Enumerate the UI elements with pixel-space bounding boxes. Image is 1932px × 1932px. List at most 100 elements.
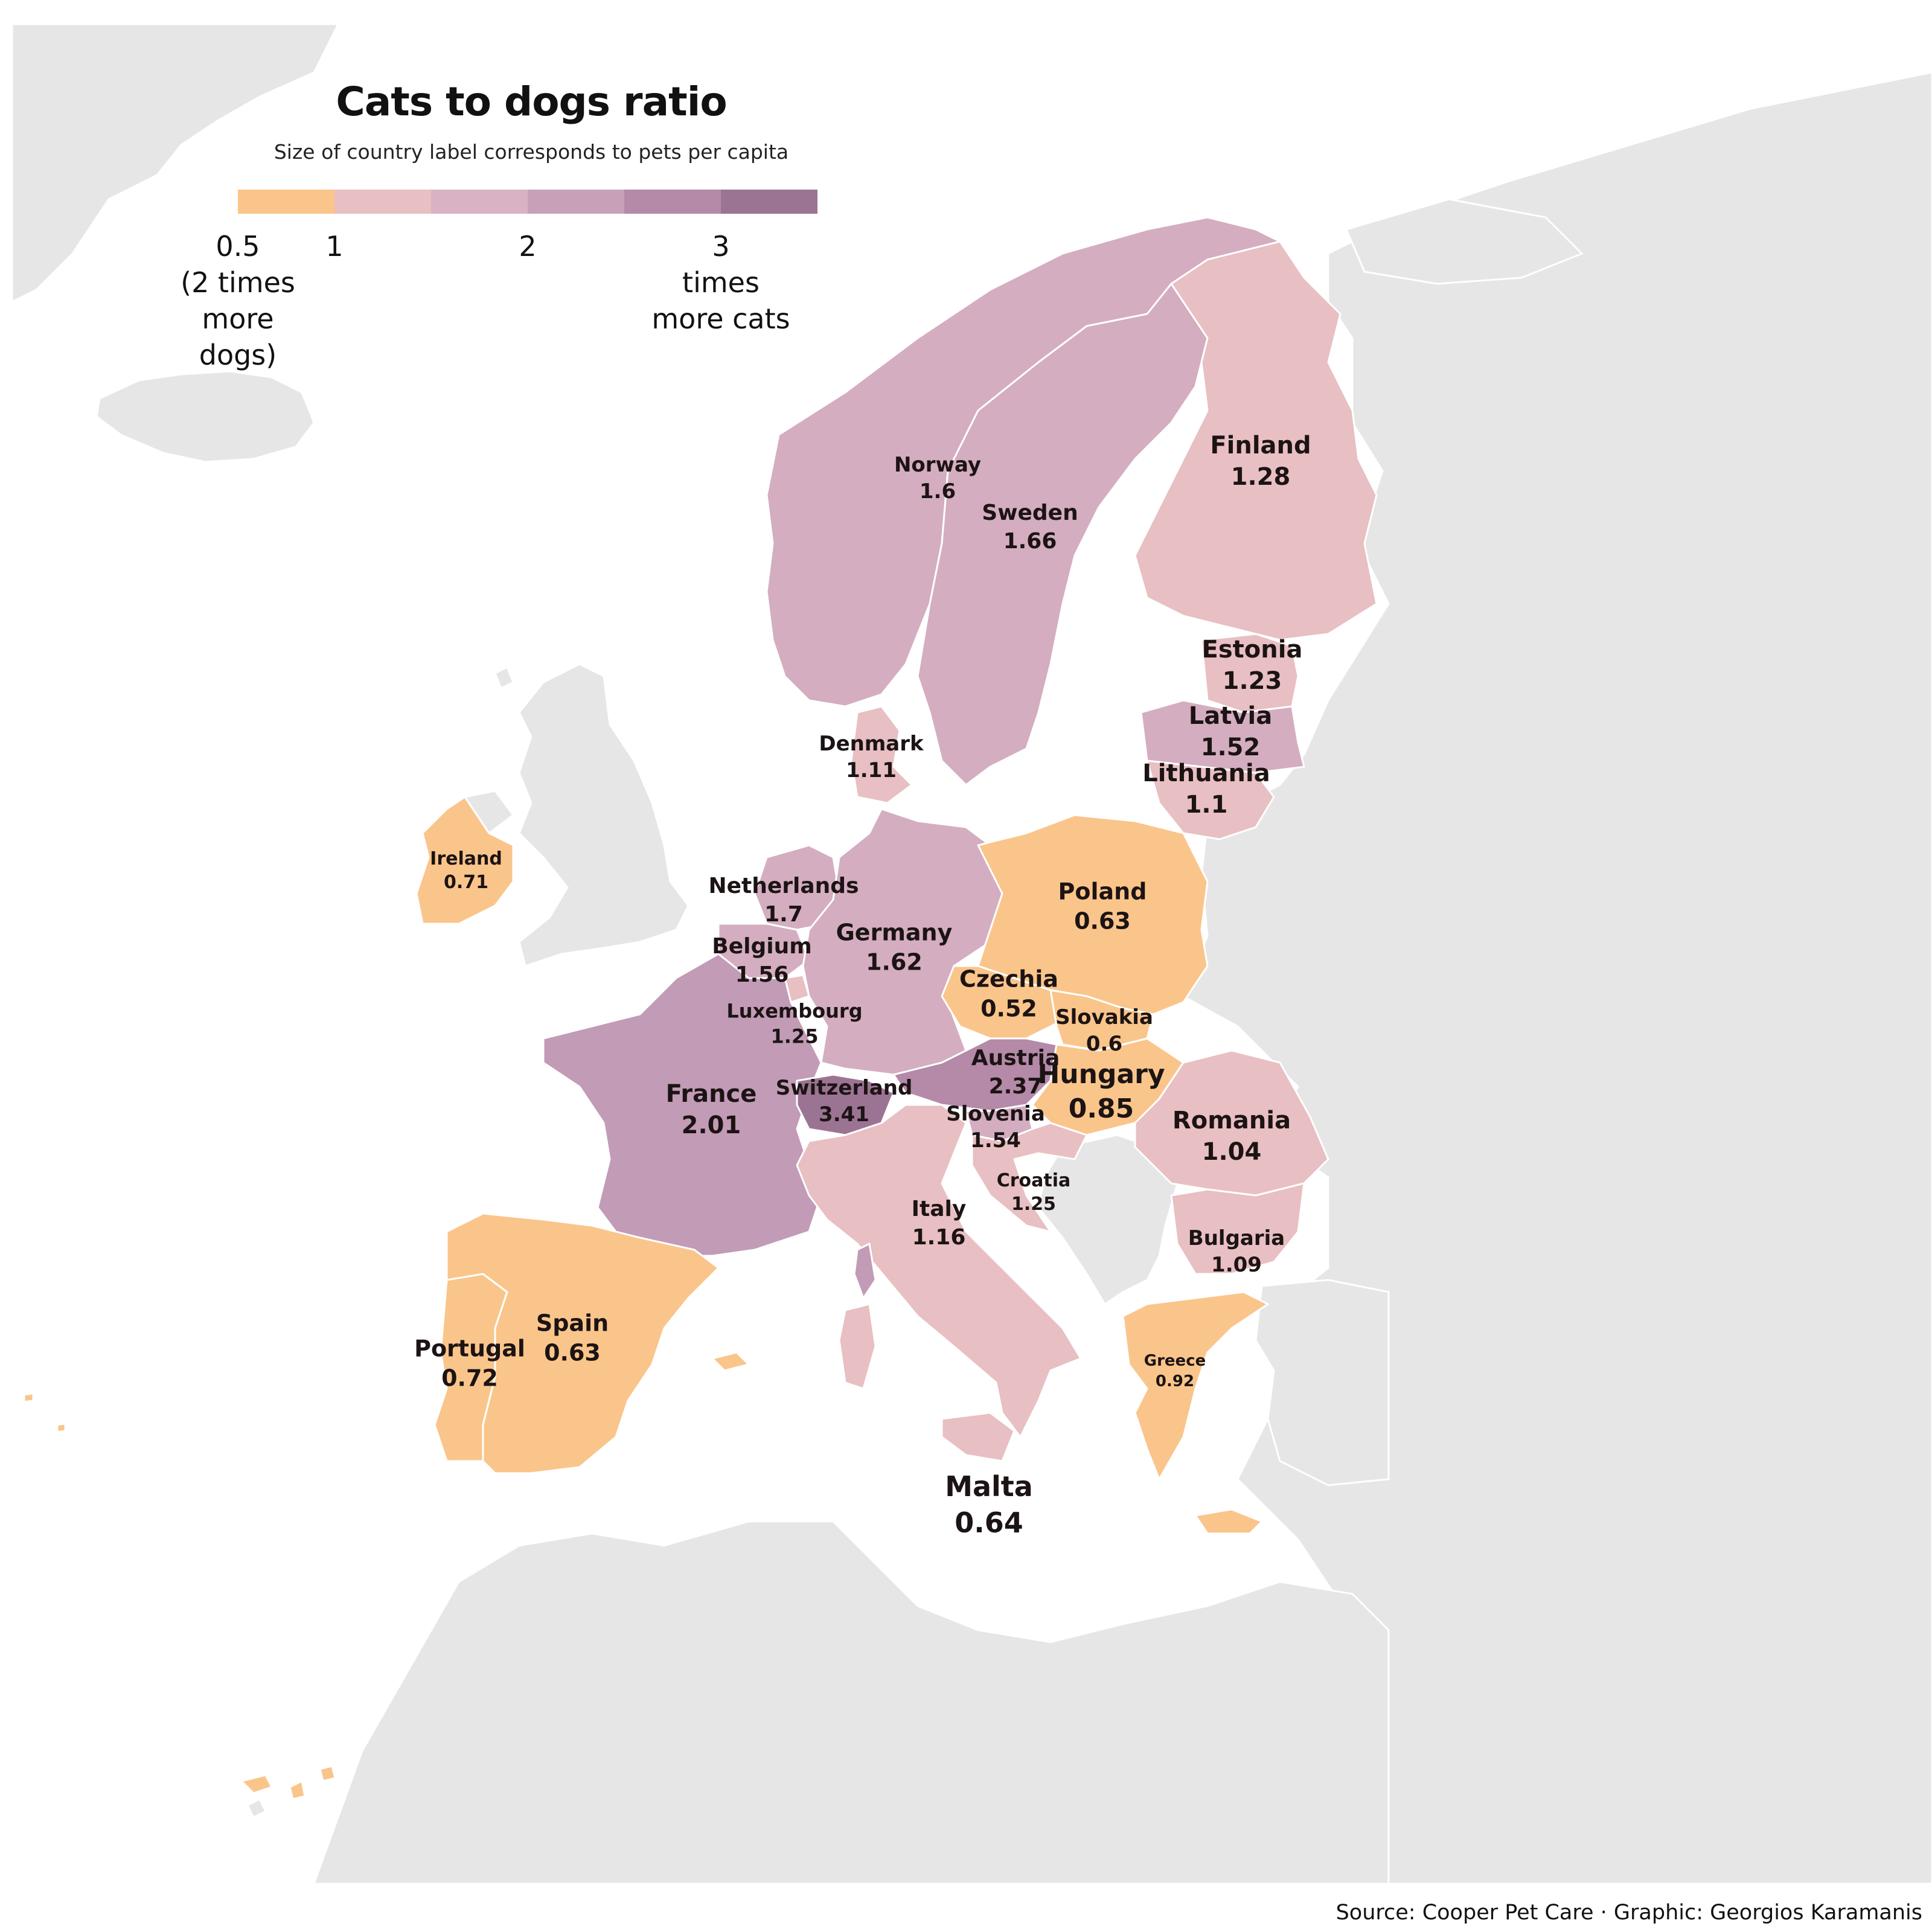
land-africa xyxy=(312,1520,1390,1885)
country-ratio: 1.28 xyxy=(1230,463,1291,491)
country-name: Poland xyxy=(1058,878,1147,905)
country-label-hungary: Hungary 0.85 xyxy=(1037,1057,1165,1126)
country-name: Czechia xyxy=(959,965,1059,993)
country-corsica xyxy=(853,1243,877,1299)
country-finland xyxy=(1134,240,1378,641)
country-label-belgium: Belgium 1.56 xyxy=(712,933,811,990)
country-label-netherlands: Netherlands 1.7 xyxy=(708,872,859,929)
legend-swatch xyxy=(528,190,624,214)
land-greenland xyxy=(11,23,340,304)
country-label-bulgaria: Bulgaria 1.09 xyxy=(1188,1225,1285,1278)
country-ratio: 1.62 xyxy=(866,949,923,976)
legend-swatch xyxy=(238,190,334,214)
country-balearics xyxy=(711,1351,750,1372)
country-name: Sweden xyxy=(982,501,1078,526)
land-britain xyxy=(518,663,689,967)
country-ratio: 1.25 xyxy=(1011,1194,1057,1215)
country-name: Latvia xyxy=(1188,702,1273,730)
source-credit: Source: Cooper Pet Care · Graphic: Georg… xyxy=(1335,1901,1922,1925)
country-name: Ireland xyxy=(430,848,502,869)
country-label-latvia: Latvia 1.52 xyxy=(1189,700,1272,763)
country-czechia xyxy=(941,965,1064,1040)
country-ratio: 1.11 xyxy=(846,758,897,782)
legend-label: 3 times more cats xyxy=(651,230,790,335)
country-label-greece: Greece 0.92 xyxy=(1144,1351,1206,1392)
country-label-czechia: Czechia 0.52 xyxy=(959,965,1058,1025)
country-ratio: 1.6 xyxy=(919,479,956,504)
legend-swatch xyxy=(721,190,817,214)
country-label-denmark: Denmark 1.11 xyxy=(819,731,923,784)
country-name: Netherlands xyxy=(708,874,859,899)
country-greece xyxy=(1122,1291,1269,1480)
country-canaries xyxy=(240,1765,336,1800)
country-label-austria: Austria 2.37 xyxy=(971,1044,1060,1101)
country-name: Finland xyxy=(1210,432,1311,459)
country-ratio: 1.09 xyxy=(1211,1253,1262,1277)
country-label-luxembourg: Luxembourg 1.25 xyxy=(726,999,862,1049)
chart-subtitle: Size of country label corresponds to pet… xyxy=(273,140,789,164)
country-name: Malta xyxy=(945,1470,1033,1503)
country-label-spain: Spain 0.63 xyxy=(536,1309,609,1369)
country-ratio: 1.25 xyxy=(770,1025,819,1048)
country-name: Germany xyxy=(836,919,953,946)
land-canaries xyxy=(246,1797,267,1819)
country-name: Norway xyxy=(894,452,982,477)
country-ireland xyxy=(415,796,514,925)
country-name: France xyxy=(665,1080,757,1108)
legend-label: 0.5 (2 times more dogs) xyxy=(181,230,295,371)
country-ratio: 1.16 xyxy=(912,1225,966,1250)
country-label-slovenia: Slovenia 1.54 xyxy=(946,1101,1045,1154)
country-name: Greece xyxy=(1144,1352,1206,1371)
country-name: Hungary xyxy=(1037,1058,1165,1090)
country-estonia xyxy=(1200,633,1299,714)
country-name: Croatia xyxy=(996,1170,1071,1191)
country-label-norway: Norway 1.6 xyxy=(894,452,981,505)
legend-swatch xyxy=(431,190,528,214)
country-ratio: 1.66 xyxy=(1003,529,1057,554)
country-spain xyxy=(446,1212,720,1474)
country-label-france: France 2.01 xyxy=(666,1078,757,1141)
country-ratio: 2.37 xyxy=(988,1074,1043,1099)
country-sicily xyxy=(941,1412,1016,1462)
legend-swatch xyxy=(334,190,431,214)
country-ratio: 0.92 xyxy=(1155,1372,1195,1390)
country-ratio: 1.52 xyxy=(1200,734,1261,761)
country-ratio: 1.04 xyxy=(1201,1138,1262,1166)
background-land xyxy=(11,23,1932,1885)
country-bulgaria xyxy=(1170,1182,1305,1275)
land-iceland xyxy=(95,370,315,463)
country-crete xyxy=(1194,1508,1263,1535)
country-ratio: 1.54 xyxy=(970,1128,1021,1153)
country-ratio: 0.72 xyxy=(441,1365,498,1392)
country-label-finland: Finland 1.28 xyxy=(1210,430,1311,493)
country-ratio: 1.23 xyxy=(1222,667,1282,695)
country-name: Estonia xyxy=(1201,636,1303,664)
country-name: Spain xyxy=(536,1310,609,1337)
country-label-lithuania: Lithuania 1.1 xyxy=(1142,758,1270,820)
country-ratio: 0.71 xyxy=(443,872,489,893)
country-ratio: 1.7 xyxy=(764,902,803,927)
legend-color-bar xyxy=(238,190,817,214)
country-label-slovakia: Slovakia 0.6 xyxy=(1055,1004,1153,1057)
country-label-switzerland: Switzerland 3.41 xyxy=(776,1075,913,1128)
country-label-croatia: Croatia 1.25 xyxy=(997,1169,1071,1216)
country-denmark xyxy=(850,705,913,804)
country-name: Luxembourg xyxy=(726,999,863,1023)
country-name: Slovenia xyxy=(946,1101,1045,1126)
country-name: Belgium xyxy=(712,934,812,959)
country-ratio: 2.01 xyxy=(681,1112,741,1139)
land-turkey xyxy=(1255,1279,1390,1486)
country-ratio: 0.63 xyxy=(544,1340,601,1366)
country-label-italy: Italy 1.16 xyxy=(912,1195,967,1252)
country-name: Switzerland xyxy=(775,1075,913,1100)
country-ratio: 0.85 xyxy=(1068,1093,1134,1124)
legend-swatch xyxy=(624,190,721,214)
country-label-portugal: Portugal 0.72 xyxy=(414,1334,525,1394)
country-label-malta: Malta 0.64 xyxy=(945,1469,1033,1541)
country-name: Romania xyxy=(1172,1107,1291,1134)
country-label-poland: Poland 0.63 xyxy=(1058,877,1147,937)
country-name: Austria xyxy=(971,1046,1060,1071)
country-name: Portugal xyxy=(414,1335,525,1362)
country-name: Denmark xyxy=(819,731,924,756)
country-label-estonia: Estonia 1.23 xyxy=(1202,634,1303,697)
